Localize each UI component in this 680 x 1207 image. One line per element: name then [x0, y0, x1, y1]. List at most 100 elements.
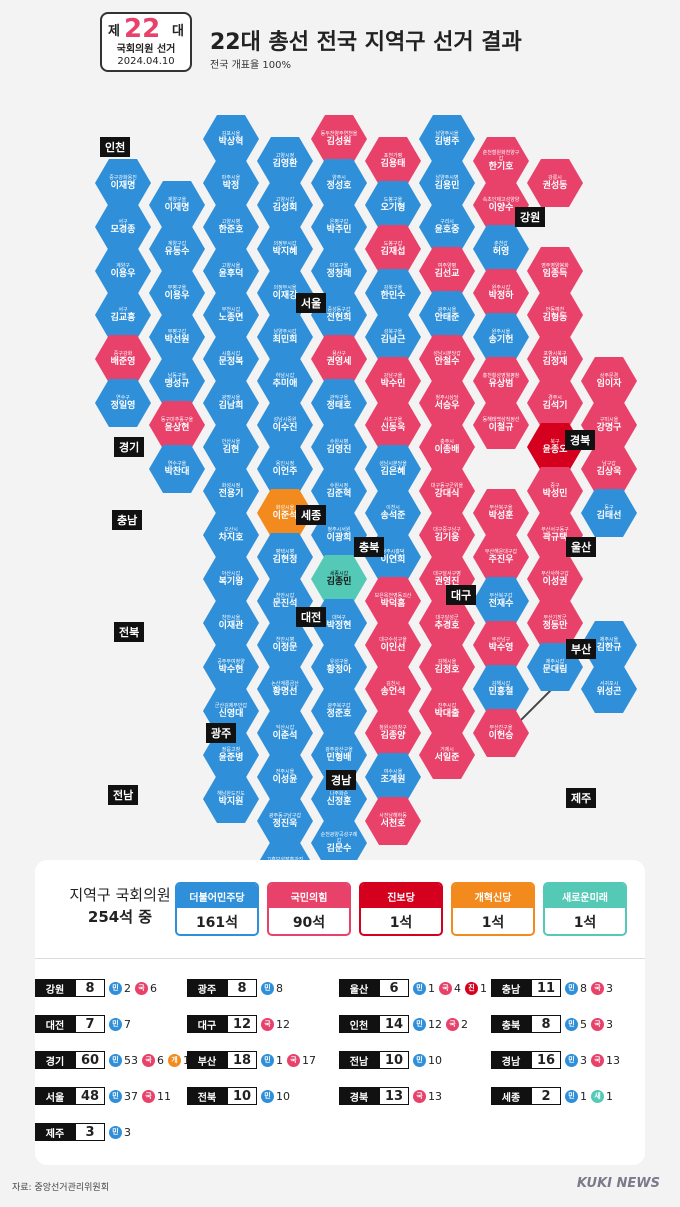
winner-name: 김한규: [596, 642, 622, 653]
district-hex: 고양시정 김영환: [257, 137, 313, 185]
winner-name: 김정호: [434, 664, 460, 675]
winner-name: 강명구: [596, 422, 622, 433]
party-count: 1: [183, 1054, 190, 1067]
party-count: 7: [124, 1017, 131, 1031]
district-hex: 양주시 정성호: [311, 159, 367, 207]
district-hex: 광주북구갑 정준호: [311, 687, 367, 735]
district-hex: 부평구을 이용우: [149, 269, 205, 317]
district-name: 도봉구갑: [383, 240, 403, 247]
district-hex: 관악구을 정태호: [311, 379, 367, 427]
winner-name: 신동욱: [380, 422, 406, 433]
district-name: 관악구을: [329, 394, 349, 401]
summary-header: 지역구 국회의원 254석 중 더불어민주당 161석 국민의힘 90석 진보당 1석 개혁…: [35, 860, 645, 950]
district-name: 중성동구갑: [327, 306, 351, 313]
district-hex: 남동구을 맹성규: [149, 357, 205, 405]
party-count: 12: [276, 1017, 290, 1031]
winner-name: 모경종: [110, 224, 136, 235]
district-name: 대구달서구병: [433, 570, 461, 577]
district-name: 남동구을: [167, 372, 187, 379]
district-hex: 서구 김교흥: [95, 291, 151, 339]
district-name: 남구갑: [602, 460, 616, 467]
district-hex: 마포구을 정청래: [311, 247, 367, 295]
winner-name: 정동만: [542, 620, 568, 631]
party-seats: 90석: [292, 915, 326, 931]
district-name: 은평구갑: [329, 218, 349, 225]
district-name: 사천남해하동: [379, 812, 407, 819]
district-hex: 도봉구갑 김재섭: [365, 225, 421, 273]
region-total: 8: [227, 979, 257, 997]
party-count: 12: [428, 1017, 442, 1031]
district-name: 김해시갑: [491, 680, 511, 687]
winner-name: 정청래: [326, 268, 352, 279]
winner-name: 조계원: [380, 774, 406, 785]
district-name: 고양시갑: [275, 196, 295, 203]
district-name: 고양시병: [221, 218, 241, 225]
region-total: 7: [75, 1015, 105, 1033]
district-hex: 동두천양주연천을 김성원: [311, 115, 367, 163]
region-label: 경남: [326, 770, 357, 790]
region-result: 경기60민53국6개1: [35, 1050, 190, 1070]
region-result: 부산 18 민 1 국 17: [187, 1050, 316, 1070]
region-result: 인천 14 민 12 국 2: [339, 1014, 468, 1034]
winner-name: 송기헌: [488, 334, 514, 345]
winner-name: 정태호: [326, 400, 352, 411]
winner-name: 추미애: [272, 378, 298, 389]
district-name: 여주양평: [437, 262, 457, 269]
region-total: 12: [227, 1015, 257, 1033]
party-dot-icon: 민: [109, 981, 122, 995]
district-name: 동해태백삼척정선: [482, 416, 520, 423]
summary-panel: 지역구 국회의원 254석 중 더불어민주당 161석 국민의힘 90석 진보당 1석 개혁…: [35, 860, 645, 1165]
district-name: 이천시: [386, 504, 400, 511]
party-name: 국민의힘: [269, 884, 349, 908]
winner-name: 임이자: [596, 378, 622, 389]
district-hex: 대구수성구을 이인선: [365, 621, 421, 669]
region-label: 울산: [566, 537, 597, 557]
region-name: 충남: [491, 979, 531, 997]
winner-name: 이성윤: [272, 774, 298, 785]
district-name: 계양구갑: [167, 240, 187, 247]
district-hex: 진주시갑 박대출: [419, 687, 475, 735]
district-hex: 공주부여청양 박수현: [203, 643, 259, 691]
district-hex: 서초구을 신동욱: [365, 401, 421, 449]
party-dot-icon: 민: [565, 1053, 578, 1067]
party-count: 1: [606, 1089, 613, 1103]
winner-name: 안태준: [434, 312, 460, 323]
region-result: 충북 8 민 5 국 3: [491, 1014, 613, 1034]
party-dot-icon: 민: [565, 981, 578, 995]
district-hex: 부천시갑 노종면: [203, 291, 259, 339]
district-hex: 영주영양봉화 임종득: [527, 247, 583, 295]
district-name: 고흥보성장흥강진: [267, 857, 304, 863]
district-hex: 김포시을 박상혁: [203, 115, 259, 163]
winner-name: 위성곤: [596, 686, 622, 697]
district-hex: 부산진구을 이헌승: [473, 709, 529, 757]
winner-name: 박정하: [488, 290, 514, 301]
district-hex: 고양시을 윤후덕: [203, 247, 259, 295]
party-count: 3: [124, 1125, 131, 1139]
region-name: 서울: [35, 1087, 75, 1105]
district-name: 수원시정: [329, 482, 349, 489]
summary-title-line1: 지역구 국회의원: [69, 886, 171, 904]
party-dot-icon: 민: [261, 1053, 274, 1067]
region-total: 8: [531, 1015, 561, 1033]
winner-name: 윤호중: [434, 224, 460, 235]
district-name: 대구중구남구: [433, 526, 461, 533]
winner-name: 김성회: [272, 202, 298, 213]
district-name: 파주시을: [221, 174, 241, 181]
region-total: 10: [227, 1087, 257, 1105]
district-name: 부산기장군: [543, 614, 567, 621]
winner-name: 이재강: [272, 290, 298, 301]
district-name: 춘천철원화천양구갑: [482, 149, 520, 162]
district-name: 성남시중원: [273, 416, 297, 423]
winner-name: 정진욱: [272, 818, 298, 829]
winner-name: 권영진: [434, 576, 460, 587]
party-count: 5: [580, 1017, 587, 1031]
winner-name: 김남근: [380, 334, 406, 345]
logo-je: 제: [108, 24, 120, 39]
district-hex: 천안시병 이정문: [257, 621, 313, 669]
district-name: 천안시병: [275, 636, 295, 643]
district-hex: 도봉구을 오기형: [365, 181, 421, 229]
